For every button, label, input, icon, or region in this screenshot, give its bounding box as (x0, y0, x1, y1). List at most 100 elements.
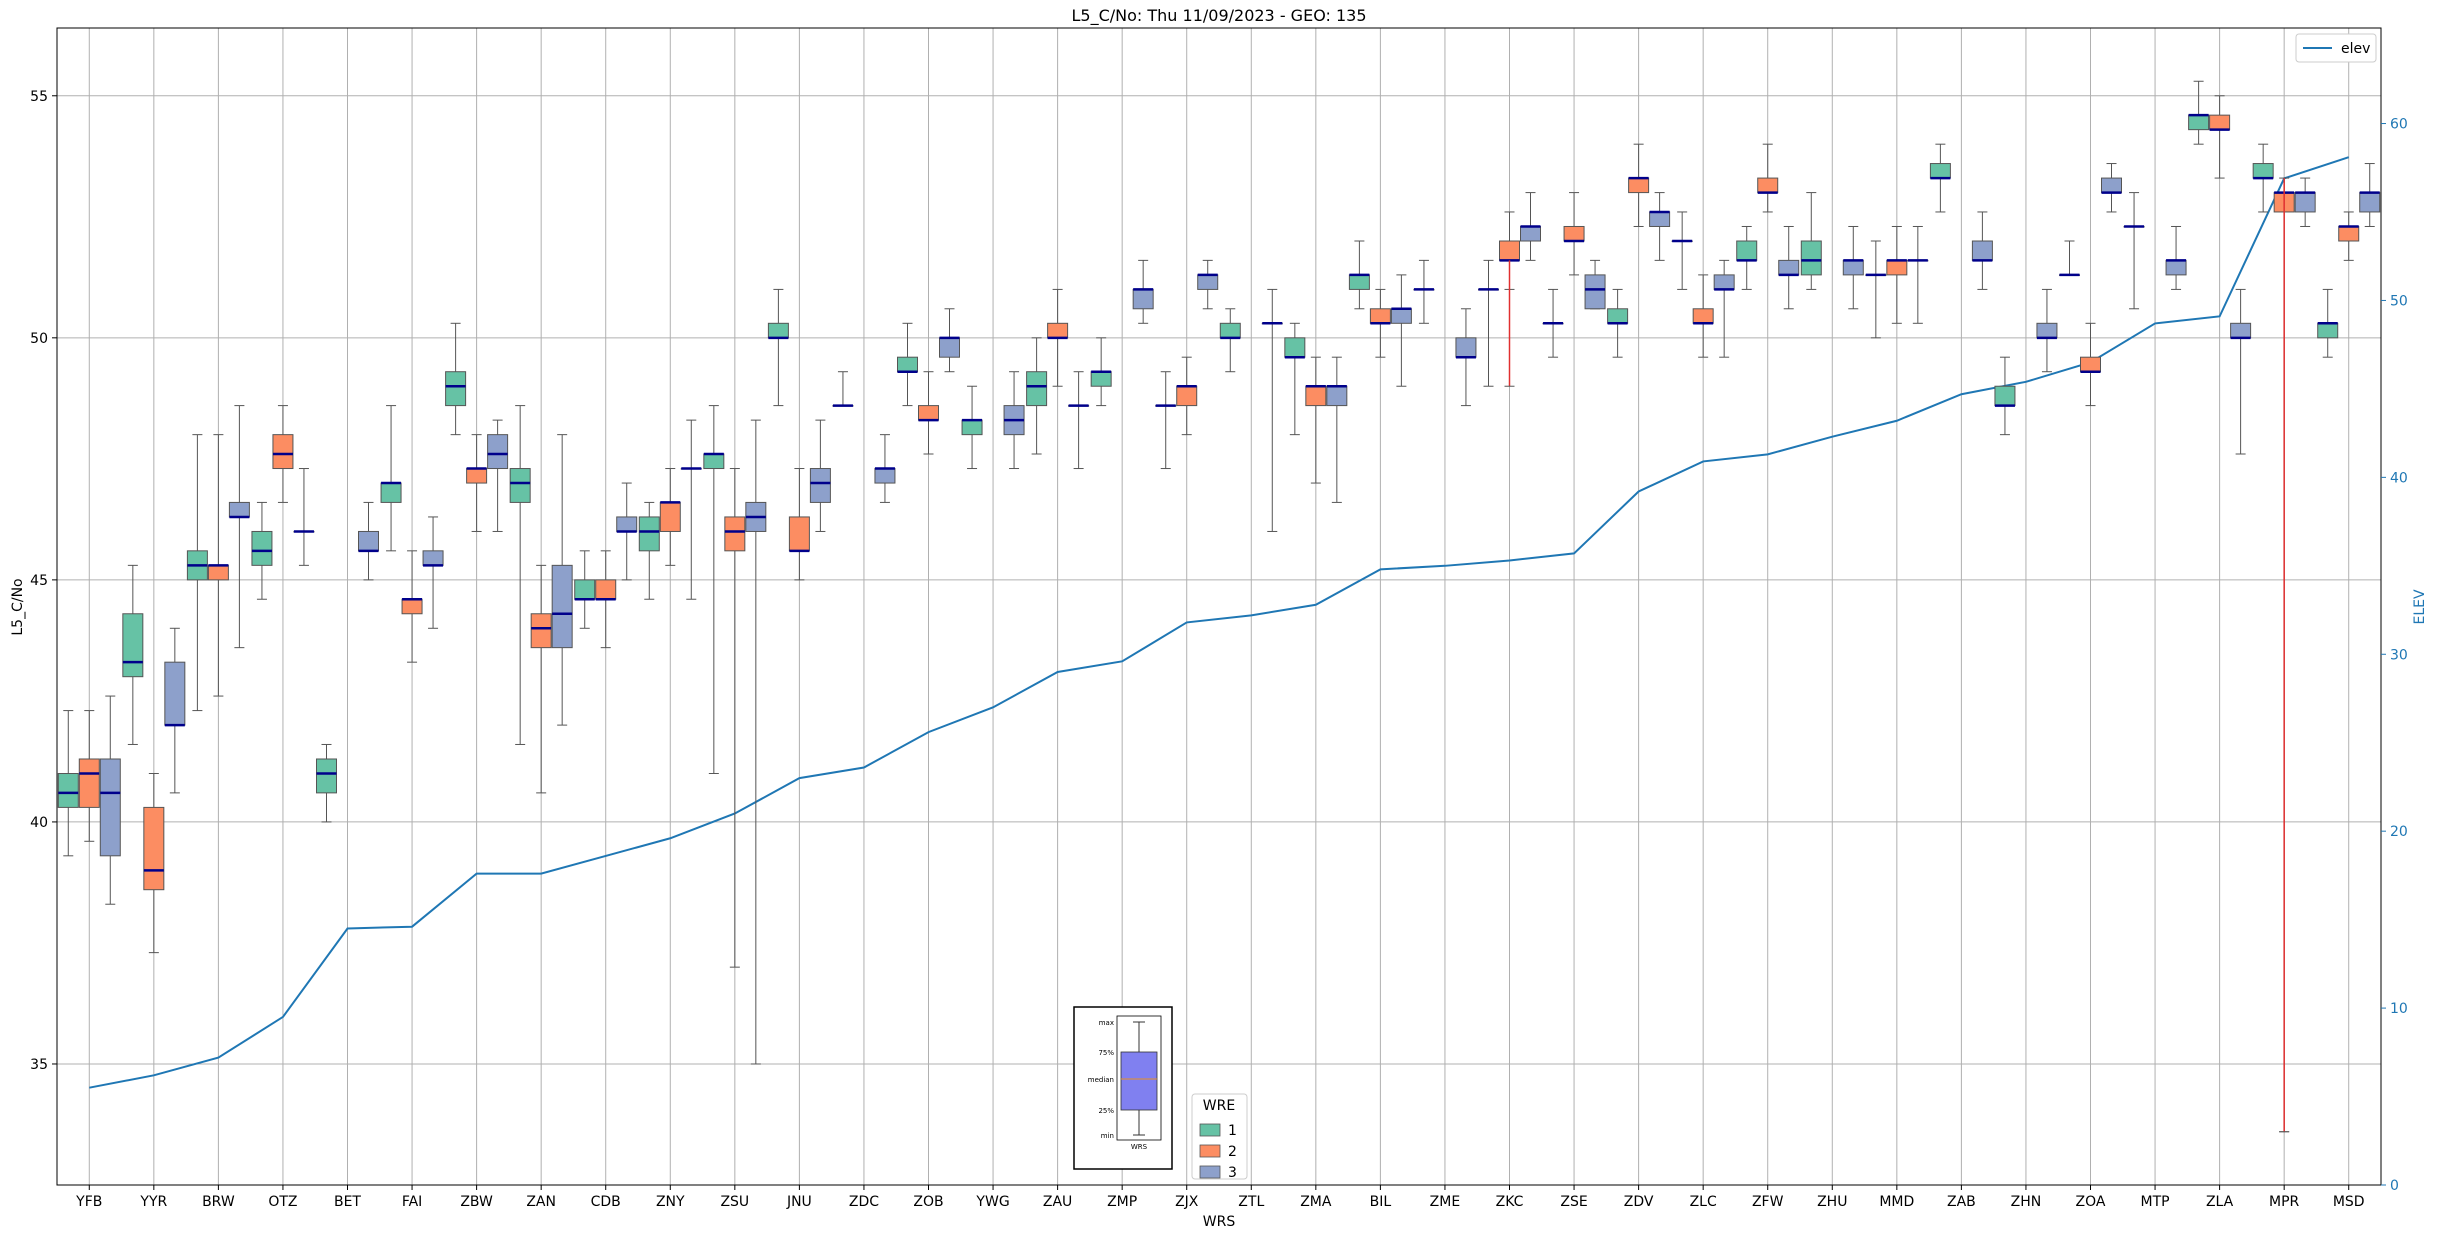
box-series-3 (358, 501, 379, 581)
y-tick-label: 50 (30, 331, 48, 347)
x-axis-label: WRS (1203, 1214, 1236, 1230)
box-series-1 (2188, 80, 2210, 145)
box-iqr (530, 613, 552, 649)
box-series-3 (1842, 225, 1864, 310)
elev-line (89, 156, 2350, 1089)
y-axis-label: L5_C/No (10, 578, 26, 635)
x-tick-label: ZAN (526, 1194, 556, 1210)
x-tick-label: BIL (1370, 1194, 1392, 1210)
box-iqr (358, 530, 379, 552)
grid (57, 28, 2381, 1185)
x-tick-label: ZJX (1175, 1194, 1199, 1210)
box-iqr (2101, 177, 2122, 194)
x-tick-label: ZAU (1043, 1194, 1072, 1210)
box-series-1 (1929, 143, 1951, 213)
x-tick-label: ZKC (1496, 1194, 1524, 1210)
box-series-3 (1778, 225, 1800, 310)
x-tick-label: YYR (139, 1194, 167, 1210)
box-series-1 (1090, 337, 1112, 407)
box-iqr (638, 516, 660, 552)
box-iqr (1219, 322, 1241, 339)
box-iqr (724, 516, 746, 552)
x-tick-label: ZSU (720, 1194, 749, 1210)
box-series-3 (616, 482, 638, 581)
box-iqr (1607, 308, 1629, 324)
x-tick-label: BRW (202, 1194, 235, 1210)
box-series-3 (1068, 371, 1090, 470)
box-iqr (99, 758, 121, 857)
box-series-1 (316, 743, 337, 823)
box-iqr (1132, 288, 1154, 310)
box-series-3 (809, 419, 831, 532)
x-tick-label: OTZ (268, 1194, 297, 1210)
box-series-3 (164, 627, 186, 794)
box-series-2 (207, 434, 229, 697)
x-tick-label: ZDC (849, 1194, 879, 1210)
box-iqr (788, 516, 810, 552)
box-series-1 (832, 371, 854, 407)
box-iqr (2317, 322, 2339, 339)
box-series-3 (680, 419, 702, 600)
chart-title: L5_C/No: Thu 11/09/2023 - GEO: 135 (1071, 6, 1366, 26)
box-iqr (228, 501, 250, 518)
x-tick-label: MPR (2269, 1194, 2300, 1210)
box-series-2 (1757, 143, 1779, 213)
box-series-2 (1692, 274, 1714, 358)
x-tick-label: BET (334, 1194, 361, 1210)
box-series-3 (551, 434, 573, 726)
y2-tick-label: 50 (2390, 293, 2408, 309)
wre-legend-frame (1191, 1093, 1248, 1180)
box-iqr (1305, 385, 1327, 407)
box-series-1 (703, 405, 725, 775)
box-series-1 (1865, 240, 1887, 339)
box-series-1 (2059, 240, 2080, 277)
box-iqr (2209, 114, 2231, 131)
elev-legend-frame (2295, 33, 2377, 63)
box-series-2 (1369, 288, 1391, 358)
wre-legend-swatch (1199, 1123, 1221, 1137)
wre-legend: WRE 1 2 3 (1191, 1093, 1248, 1181)
box-iqr (1757, 177, 1779, 194)
box-iqr (1197, 274, 1219, 290)
box-series-1 (122, 564, 144, 745)
box-series-2 (2080, 322, 2101, 407)
box-iqr (466, 468, 488, 484)
box-series-1 (1994, 356, 2016, 436)
box-iqr (1026, 371, 1048, 407)
x-tick-label: ZNY (656, 1194, 685, 1210)
box-series-2 (530, 564, 552, 794)
box-iqr (2294, 192, 2316, 213)
box-iqr (1778, 259, 1800, 276)
x-tick-label: ZMA (1300, 1194, 1332, 1210)
box-series-1 (1155, 371, 1177, 470)
box-series-3 (2036, 288, 2058, 373)
wre-legend-label: 3 (1228, 1165, 1237, 1181)
y2-axis-ticks: 0 10 20 30 40 50 60 (2381, 117, 2408, 1194)
box-iqr (1499, 240, 1520, 261)
x-tick-label: ZOA (2076, 1194, 2106, 1210)
box-series-1 (445, 322, 467, 436)
y2-tick-label: 0 (2390, 1178, 2399, 1194)
box-series-1 (1026, 337, 1048, 455)
box-series-1 (1478, 259, 1499, 387)
box-iqr (1713, 274, 1735, 290)
box-series-3 (1520, 192, 1541, 261)
box-iqr (1971, 240, 1993, 261)
inset-label: min (1101, 1132, 1114, 1140)
y2-axis-label: ELEV (2412, 589, 2428, 624)
y-tick-label: 35 (30, 1057, 48, 1073)
box-series-1 (638, 501, 660, 600)
box-series-2 (595, 550, 617, 649)
box-series-2 (466, 434, 488, 532)
y-axis-ticks: 35 40 45 50 55 (30, 89, 57, 1073)
box-iqr (1090, 371, 1112, 387)
box-series-3 (2165, 225, 2187, 290)
box-series-1 (1736, 225, 1758, 290)
y2-tick-label: 60 (2390, 117, 2408, 133)
box-iqr (1563, 225, 1585, 242)
box-iqr (767, 322, 789, 339)
box-iqr (1584, 274, 1606, 310)
box-iqr (2036, 322, 2058, 339)
inset-label: max (1099, 1019, 1114, 1027)
